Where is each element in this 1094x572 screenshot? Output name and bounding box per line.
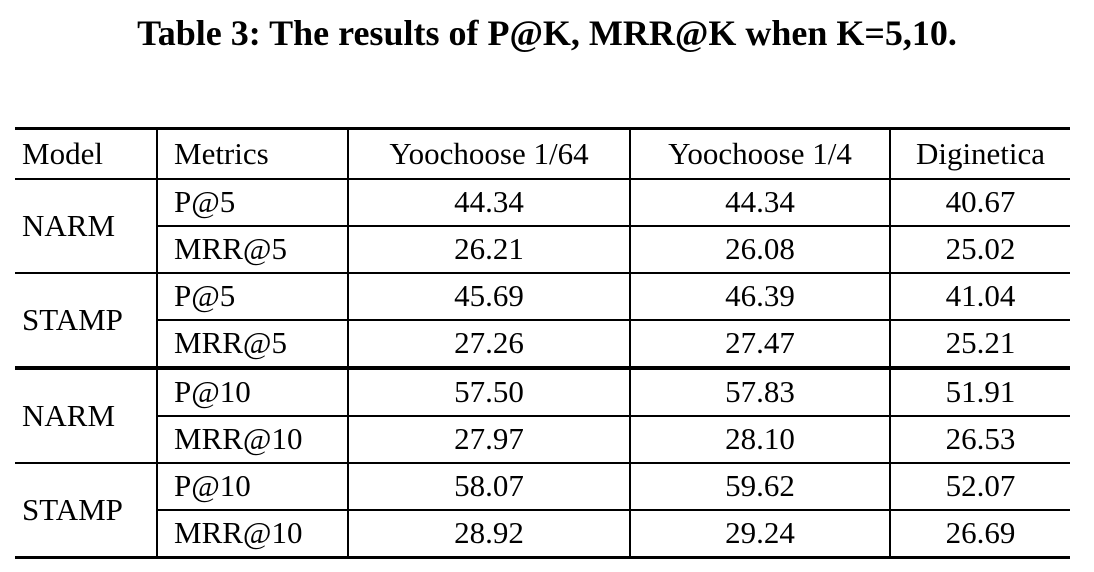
table-row: NARM P@10 57.50 57.83 51.91 xyxy=(15,368,1070,464)
value-cell: 27.47 xyxy=(630,320,891,370)
metric-cell: P@10 xyxy=(157,463,349,511)
value-cell: 29.24 xyxy=(630,510,891,559)
metric-cell: P@5 xyxy=(157,273,349,321)
value-cell: 59.62 xyxy=(630,463,891,511)
col-header-metrics: Metrics xyxy=(157,127,349,180)
value-cell: 27.26 xyxy=(348,320,631,370)
value-cell: 26.53 xyxy=(890,416,1070,464)
metric-cell: MRR@5 xyxy=(157,226,349,274)
metric-cell: MRR@10 xyxy=(157,416,349,464)
value-cell: 52.07 xyxy=(890,463,1070,511)
col-header-yoochoose-64: Yoochoose 1/64 xyxy=(348,127,631,180)
metric-cell: MRR@10 xyxy=(157,510,349,559)
table-row: MRR@10 27.97 28.10 26.53 xyxy=(15,416,1070,464)
metric-cell: MRR@5 xyxy=(157,320,349,370)
value-cell: 25.02 xyxy=(890,226,1070,274)
metric-cell: P@10 xyxy=(157,368,349,417)
results-table: Model Metrics Yoochoose 1/64 Yoochoose 1… xyxy=(15,127,1070,559)
value-cell: 40.67 xyxy=(890,179,1070,227)
value-cell: 27.97 xyxy=(348,416,631,464)
col-header-yoochoose-4: Yoochoose 1/4 xyxy=(630,127,891,180)
value-cell: 41.04 xyxy=(890,273,1070,321)
value-cell: 57.50 xyxy=(348,368,631,417)
table-row: STAMP P@5 45.69 46.39 41.04 xyxy=(15,273,1070,370)
value-cell: 46.39 xyxy=(630,273,891,321)
table-row: STAMP P@10 58.07 59.62 52.07 xyxy=(15,463,1070,559)
table-caption: Table 3: The results of P@K, MRR@K when … xyxy=(137,13,957,53)
value-cell: 26.21 xyxy=(348,226,631,274)
model-cell: STAMP xyxy=(15,273,158,370)
value-cell: 25.21 xyxy=(890,320,1070,370)
model-cell: NARM xyxy=(15,368,158,464)
table-row: MRR@10 28.92 29.24 26.69 xyxy=(15,510,1070,559)
table-row: MRR@5 26.21 26.08 25.02 xyxy=(15,226,1070,274)
value-cell: 58.07 xyxy=(348,463,631,511)
col-header-diginetica: Diginetica xyxy=(890,127,1070,180)
col-header-model: Model xyxy=(15,127,158,180)
value-cell: 28.92 xyxy=(348,510,631,559)
value-cell: 45.69 xyxy=(348,273,631,321)
value-cell: 26.69 xyxy=(890,510,1070,559)
value-cell: 44.34 xyxy=(630,179,891,227)
header-row: Model Metrics Yoochoose 1/64 Yoochoose 1… xyxy=(15,127,1070,180)
value-cell: 28.10 xyxy=(630,416,891,464)
value-cell: 26.08 xyxy=(630,226,891,274)
table-row: NARM P@5 44.34 44.34 40.67 xyxy=(15,179,1070,274)
value-cell: 57.83 xyxy=(630,368,891,417)
model-cell: NARM xyxy=(15,179,158,274)
table-row: MRR@5 27.26 27.47 25.21 xyxy=(15,320,1070,370)
model-cell: STAMP xyxy=(15,463,158,559)
value-cell: 51.91 xyxy=(890,368,1070,417)
metric-cell: P@5 xyxy=(157,179,349,227)
value-cell: 44.34 xyxy=(348,179,631,227)
